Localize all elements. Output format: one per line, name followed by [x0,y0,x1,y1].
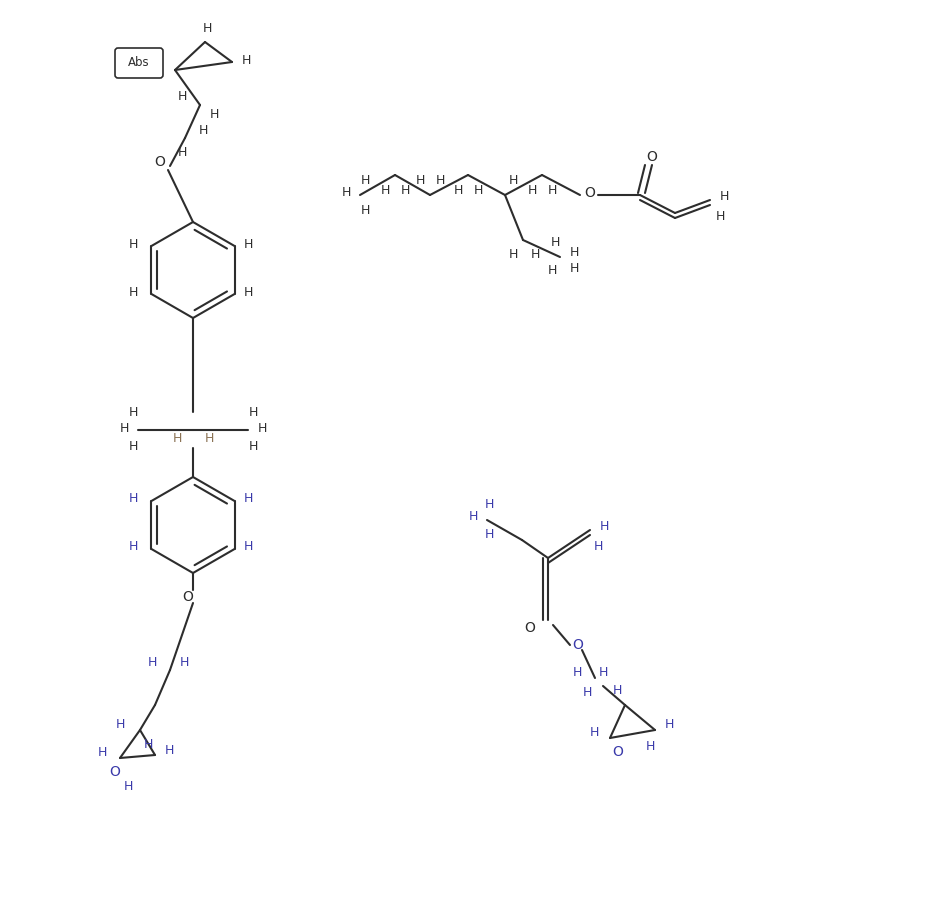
Text: H: H [123,780,132,792]
Text: H: H [572,666,582,679]
Text: H: H [360,203,370,216]
Text: H: H [548,265,556,278]
Text: H: H [400,183,410,197]
Text: H: H [115,718,125,732]
Text: H: H [593,540,603,552]
Text: H: H [129,493,138,506]
Text: H: H [148,656,157,669]
Text: O: O [585,186,595,200]
Text: H: H [715,210,725,223]
Text: H: H [473,183,482,197]
Text: H: H [257,421,267,434]
Text: H: H [129,406,138,419]
Text: H: H [589,726,599,739]
Text: H: H [209,108,219,122]
Text: H: H [177,146,186,158]
Text: H: H [248,440,257,453]
Text: H: H [468,510,478,524]
Text: H: H [165,745,174,758]
Text: H: H [129,286,138,299]
Text: O: O [154,155,166,169]
Text: H: H [177,91,186,104]
Text: H: H [600,519,608,532]
Text: H: H [143,737,152,750]
Text: H: H [241,53,251,67]
Text: H: H [129,237,138,250]
Text: H: H [583,685,591,699]
Text: H: H [360,173,370,187]
Text: H: H [508,175,517,188]
Text: H: H [527,183,536,197]
Text: H: H [484,528,494,540]
Text: H: H [484,498,494,511]
Text: H: H [244,237,254,250]
Text: H: H [548,183,556,197]
Text: Abs: Abs [129,57,149,70]
Text: H: H [569,263,579,276]
Text: H: H [342,187,351,200]
Text: H: H [204,431,214,444]
Text: O: O [613,745,623,759]
Text: O: O [572,638,584,652]
Text: H: H [199,124,208,136]
Text: H: H [531,247,539,260]
Text: O: O [110,765,120,779]
Text: H: H [380,183,390,197]
Text: H: H [172,431,182,444]
Text: H: H [435,175,445,188]
Text: H: H [645,739,655,753]
Text: O: O [646,150,657,164]
Text: H: H [453,183,463,197]
Text: H: H [119,421,129,434]
Text: H: H [569,245,579,258]
Text: H: H [244,493,254,506]
Text: H: H [244,540,254,553]
Text: H: H [129,440,138,453]
Text: H: H [612,684,622,697]
Text: O: O [525,621,535,635]
Text: O: O [183,590,193,604]
Text: H: H [664,718,674,732]
Text: H: H [415,175,425,188]
Text: H: H [202,23,212,36]
Text: H: H [97,746,107,758]
Text: H: H [508,247,517,260]
Text: H: H [719,190,728,202]
Text: H: H [248,406,257,419]
Text: H: H [180,656,188,669]
Text: H: H [129,540,138,553]
Text: H: H [244,286,254,299]
Text: H: H [598,666,607,679]
FancyBboxPatch shape [115,48,163,78]
Text: H: H [551,236,560,249]
